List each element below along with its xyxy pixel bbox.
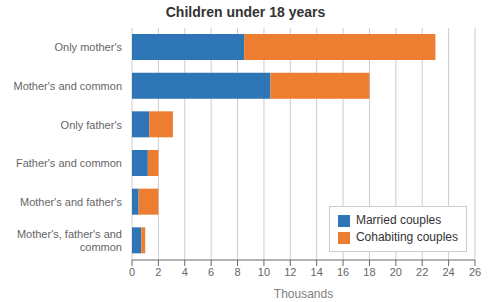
svg-text:2: 2 [155, 266, 161, 278]
svg-text:Mother's, father's andcommon: Mother's, father's andcommon [17, 228, 122, 253]
svg-text:12: 12 [284, 266, 296, 278]
svg-text:24: 24 [442, 266, 454, 278]
svg-text:Father's and common: Father's and common [16, 157, 122, 169]
svg-text:14: 14 [311, 266, 323, 278]
svg-text:0: 0 [129, 266, 135, 278]
svg-text:Only father's: Only father's [61, 119, 123, 131]
svg-text:4: 4 [182, 266, 188, 278]
svg-text:10: 10 [258, 266, 270, 278]
svg-text:Thousands: Thousands [274, 287, 333, 301]
svg-text:6: 6 [208, 266, 214, 278]
svg-text:26: 26 [469, 266, 481, 278]
html-text:Children under 18 years: Children under 18 years [165, 4, 326, 20]
html-text:Cohabiting couples: Cohabiting couples [355, 230, 458, 244]
svg-text:Mother's and common: Mother's and common [14, 80, 122, 92]
svg-text:Mother's and father's: Mother's and father's [20, 196, 123, 208]
svg-text:16: 16 [337, 266, 349, 278]
svg-text:18: 18 [363, 266, 375, 278]
svg-text:Only mother's: Only mother's [54, 41, 122, 53]
html-text:Married couples: Married couples [355, 213, 442, 227]
svg-text:20: 20 [390, 266, 402, 278]
svg-text:22: 22 [416, 266, 428, 278]
svg-text:8: 8 [234, 266, 240, 278]
